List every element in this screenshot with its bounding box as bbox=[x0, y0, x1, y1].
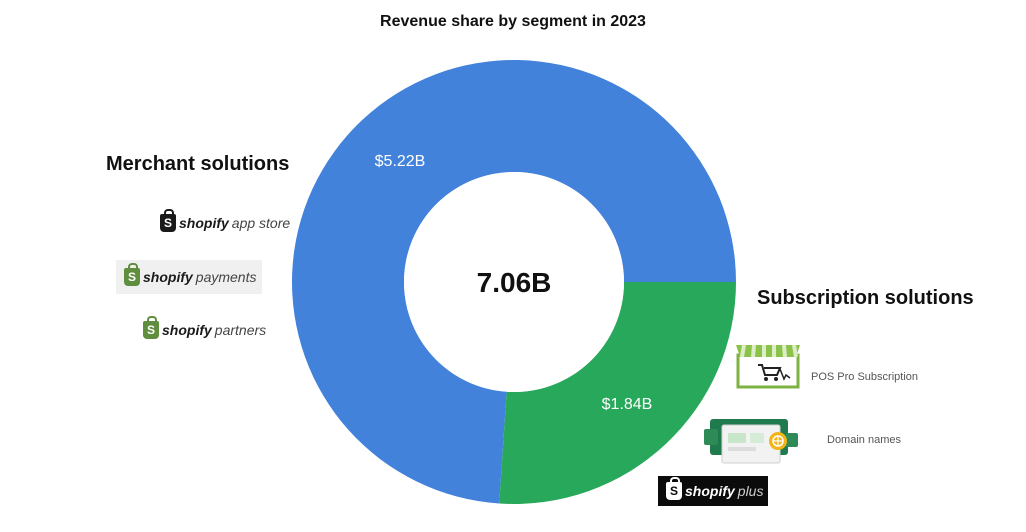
donut-slice-merchant-solutions bbox=[292, 60, 736, 504]
subscription-solutions-title: Subscription solutions bbox=[757, 287, 974, 309]
domain-names-label: Domain names bbox=[827, 434, 901, 446]
slice-value-label-subscription: $1.84B bbox=[602, 396, 653, 413]
shopify-partners-logo: S shopify partners bbox=[143, 316, 266, 339]
shopify-bag-icon: S bbox=[124, 263, 140, 286]
shopify-plus-logo: S shopify plus bbox=[658, 476, 768, 506]
shopify-bag-icon: S bbox=[143, 316, 159, 339]
merchant-solutions-title: Merchant solutions bbox=[106, 153, 290, 175]
shopify-bag-icon: S bbox=[160, 209, 176, 232]
donut-slice-subscription-solutions bbox=[499, 282, 736, 505]
storefront-cart-icon bbox=[736, 344, 800, 389]
chart-title: Revenue share by segment in 2023 bbox=[380, 13, 646, 30]
slice-value-label-merchant: $5.22B bbox=[375, 153, 426, 170]
shopify-app-store-logo: S shopify app store bbox=[160, 209, 290, 232]
center-total-label: 7.06B bbox=[477, 267, 552, 298]
shopify-bag-icon: S bbox=[666, 477, 682, 500]
pos-pro-subscription-label: POS Pro Subscription bbox=[811, 371, 918, 383]
donut-hole bbox=[404, 172, 624, 392]
shopify-payments-logo: S shopify payments bbox=[116, 260, 262, 294]
domain-globe-icon bbox=[704, 419, 798, 464]
